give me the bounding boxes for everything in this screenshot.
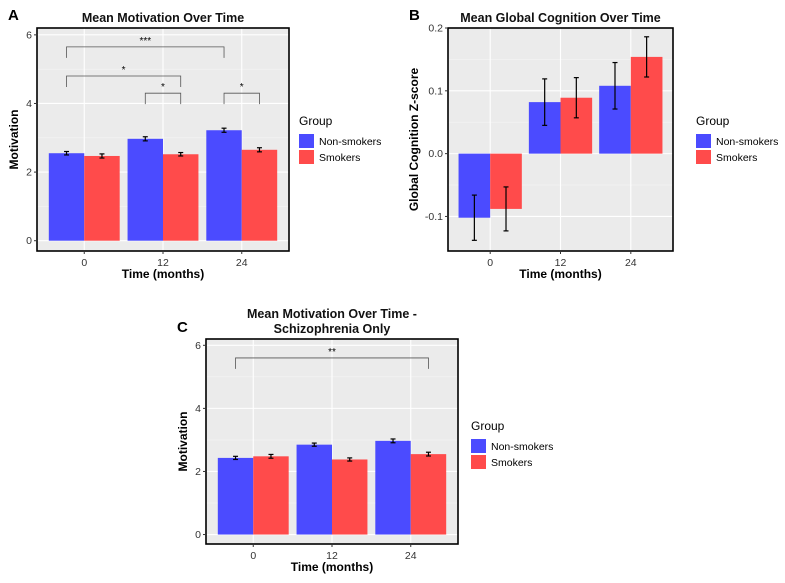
significance-label: * [122,65,126,76]
x-axis-label: Time (months) [291,560,373,574]
legend-swatch-smokers [696,150,711,164]
bar-non-smokers-12 [127,138,163,241]
x-axis-label: Time (months) [519,267,601,281]
chart-title: Schizophrenia Only [274,322,391,336]
y-tick-label: -0.1 [425,211,443,223]
y-tick-label: 0 [26,235,32,247]
bar-smokers-12 [332,459,368,535]
error-bar-non-smokers-12 [142,136,148,142]
error-bar-non-smokers-24 [612,61,618,110]
chart-title: Mean Motivation Over Time [82,11,244,25]
panel-letter: A [8,7,19,24]
error-bar-smokers-24 [256,147,262,153]
legend-swatch-non-smokers [696,134,711,148]
bar-non-smokers-0 [48,153,85,241]
legend-title: Group [471,419,505,433]
x-tick-label: 0 [250,550,256,562]
y-axis-label: Motivation [7,110,21,170]
y-tick-label: 0.1 [428,85,443,97]
error-bar-smokers-24 [425,451,431,457]
error-bar-non-smokers-12 [311,442,317,447]
panel-letter: C [177,319,188,336]
bar-smokers-24 [241,149,278,241]
legend-label-non-smokers: Non-smokers [319,136,381,148]
y-tick-label: 4 [26,98,32,110]
legend: Group Non-smokers Smokers [471,419,553,469]
significance-bracket: ** [235,347,429,369]
significance-bracket: *** [66,36,225,58]
error-bar-non-smokers-0 [471,194,477,241]
y-tick-label: 6 [195,340,201,352]
bar-smokers-24 [410,454,447,535]
bar-smokers-0 [84,155,120,241]
error-bar-smokers-12 [347,457,353,462]
x-tick-label: 12 [555,257,567,269]
error-bar-non-smokers-0 [64,150,70,156]
error-bar-non-smokers-24 [390,438,396,444]
significance-label: *** [139,36,151,47]
chart-title: Mean Motivation Over Time - [247,307,417,321]
bar-smokers-0 [253,456,289,535]
bar-smokers-12 [163,154,199,241]
legend-title: Group [299,114,333,128]
legend-title: Group [696,114,730,128]
legend-swatch-non-smokers [471,439,486,453]
y-axis-label: Global Cognition Z-score [407,68,421,212]
legend-label-smokers: Smokers [491,457,532,469]
legend-swatch-non-smokers [299,134,314,148]
significance-bracket: * [66,65,182,88]
legend-label-non-smokers: Non-smokers [716,136,778,148]
error-bar-smokers-12 [573,77,579,119]
legend: Group Non-smokers Smokers [299,114,381,164]
y-tick-label: 6 [26,29,32,41]
y-tick-label: 0.2 [428,23,443,35]
bar-non-smokers-0 [217,457,254,535]
panel-letter: B [409,7,420,24]
bar-non-smokers-24 [375,440,411,535]
significance-bracket: * [223,82,260,105]
error-bar-smokers-0 [268,453,274,459]
error-bar-non-smokers-12 [542,78,548,126]
bar-non-smokers-24 [206,130,242,241]
y-axis-label: Motivation [176,412,190,472]
significance-label: * [161,82,165,93]
error-bar-smokers-24 [644,36,650,78]
x-tick-label: 24 [405,550,417,562]
x-tick-label: 0 [81,257,87,269]
y-tick-label: 4 [195,403,201,415]
significance-bracket: * [144,82,182,105]
chart-title: Mean Global Cognition Over Time [460,11,661,25]
significance-label: ** [328,347,336,358]
x-tick-label: 12 [157,257,169,269]
x-axis-label: Time (months) [122,267,204,281]
legend-label-non-smokers: Non-smokers [491,441,553,453]
y-tick-label: 0 [195,529,201,541]
error-bar-smokers-0 [503,186,509,232]
x-tick-label: 24 [236,257,248,269]
chart-panel-b: -0.1 0.0 0.1 0.2 0 12 24 Time (months) Global Co… [407,7,778,281]
bar-non-smokers-12 [296,444,332,535]
x-tick-label: 24 [625,257,637,269]
y-tick-label: 2 [195,466,201,478]
legend-swatch-smokers [471,455,486,469]
legend-swatch-smokers [299,150,314,164]
legend-label-smokers: Smokers [319,152,360,164]
y-tick-label: 2 [26,167,32,179]
legend-label-smokers: Smokers [716,152,757,164]
legend: Group Non-smokers Smokers [696,114,778,164]
error-bar-smokers-0 [99,153,105,159]
x-tick-label: 0 [487,257,493,269]
error-bar-smokers-12 [178,151,184,157]
error-bar-non-smokers-0 [233,455,239,461]
y-tick-label: 0.0 [428,148,443,160]
error-bar-non-smokers-24 [221,127,227,133]
x-tick-label: 12 [326,550,338,562]
significance-label: * [240,82,244,93]
